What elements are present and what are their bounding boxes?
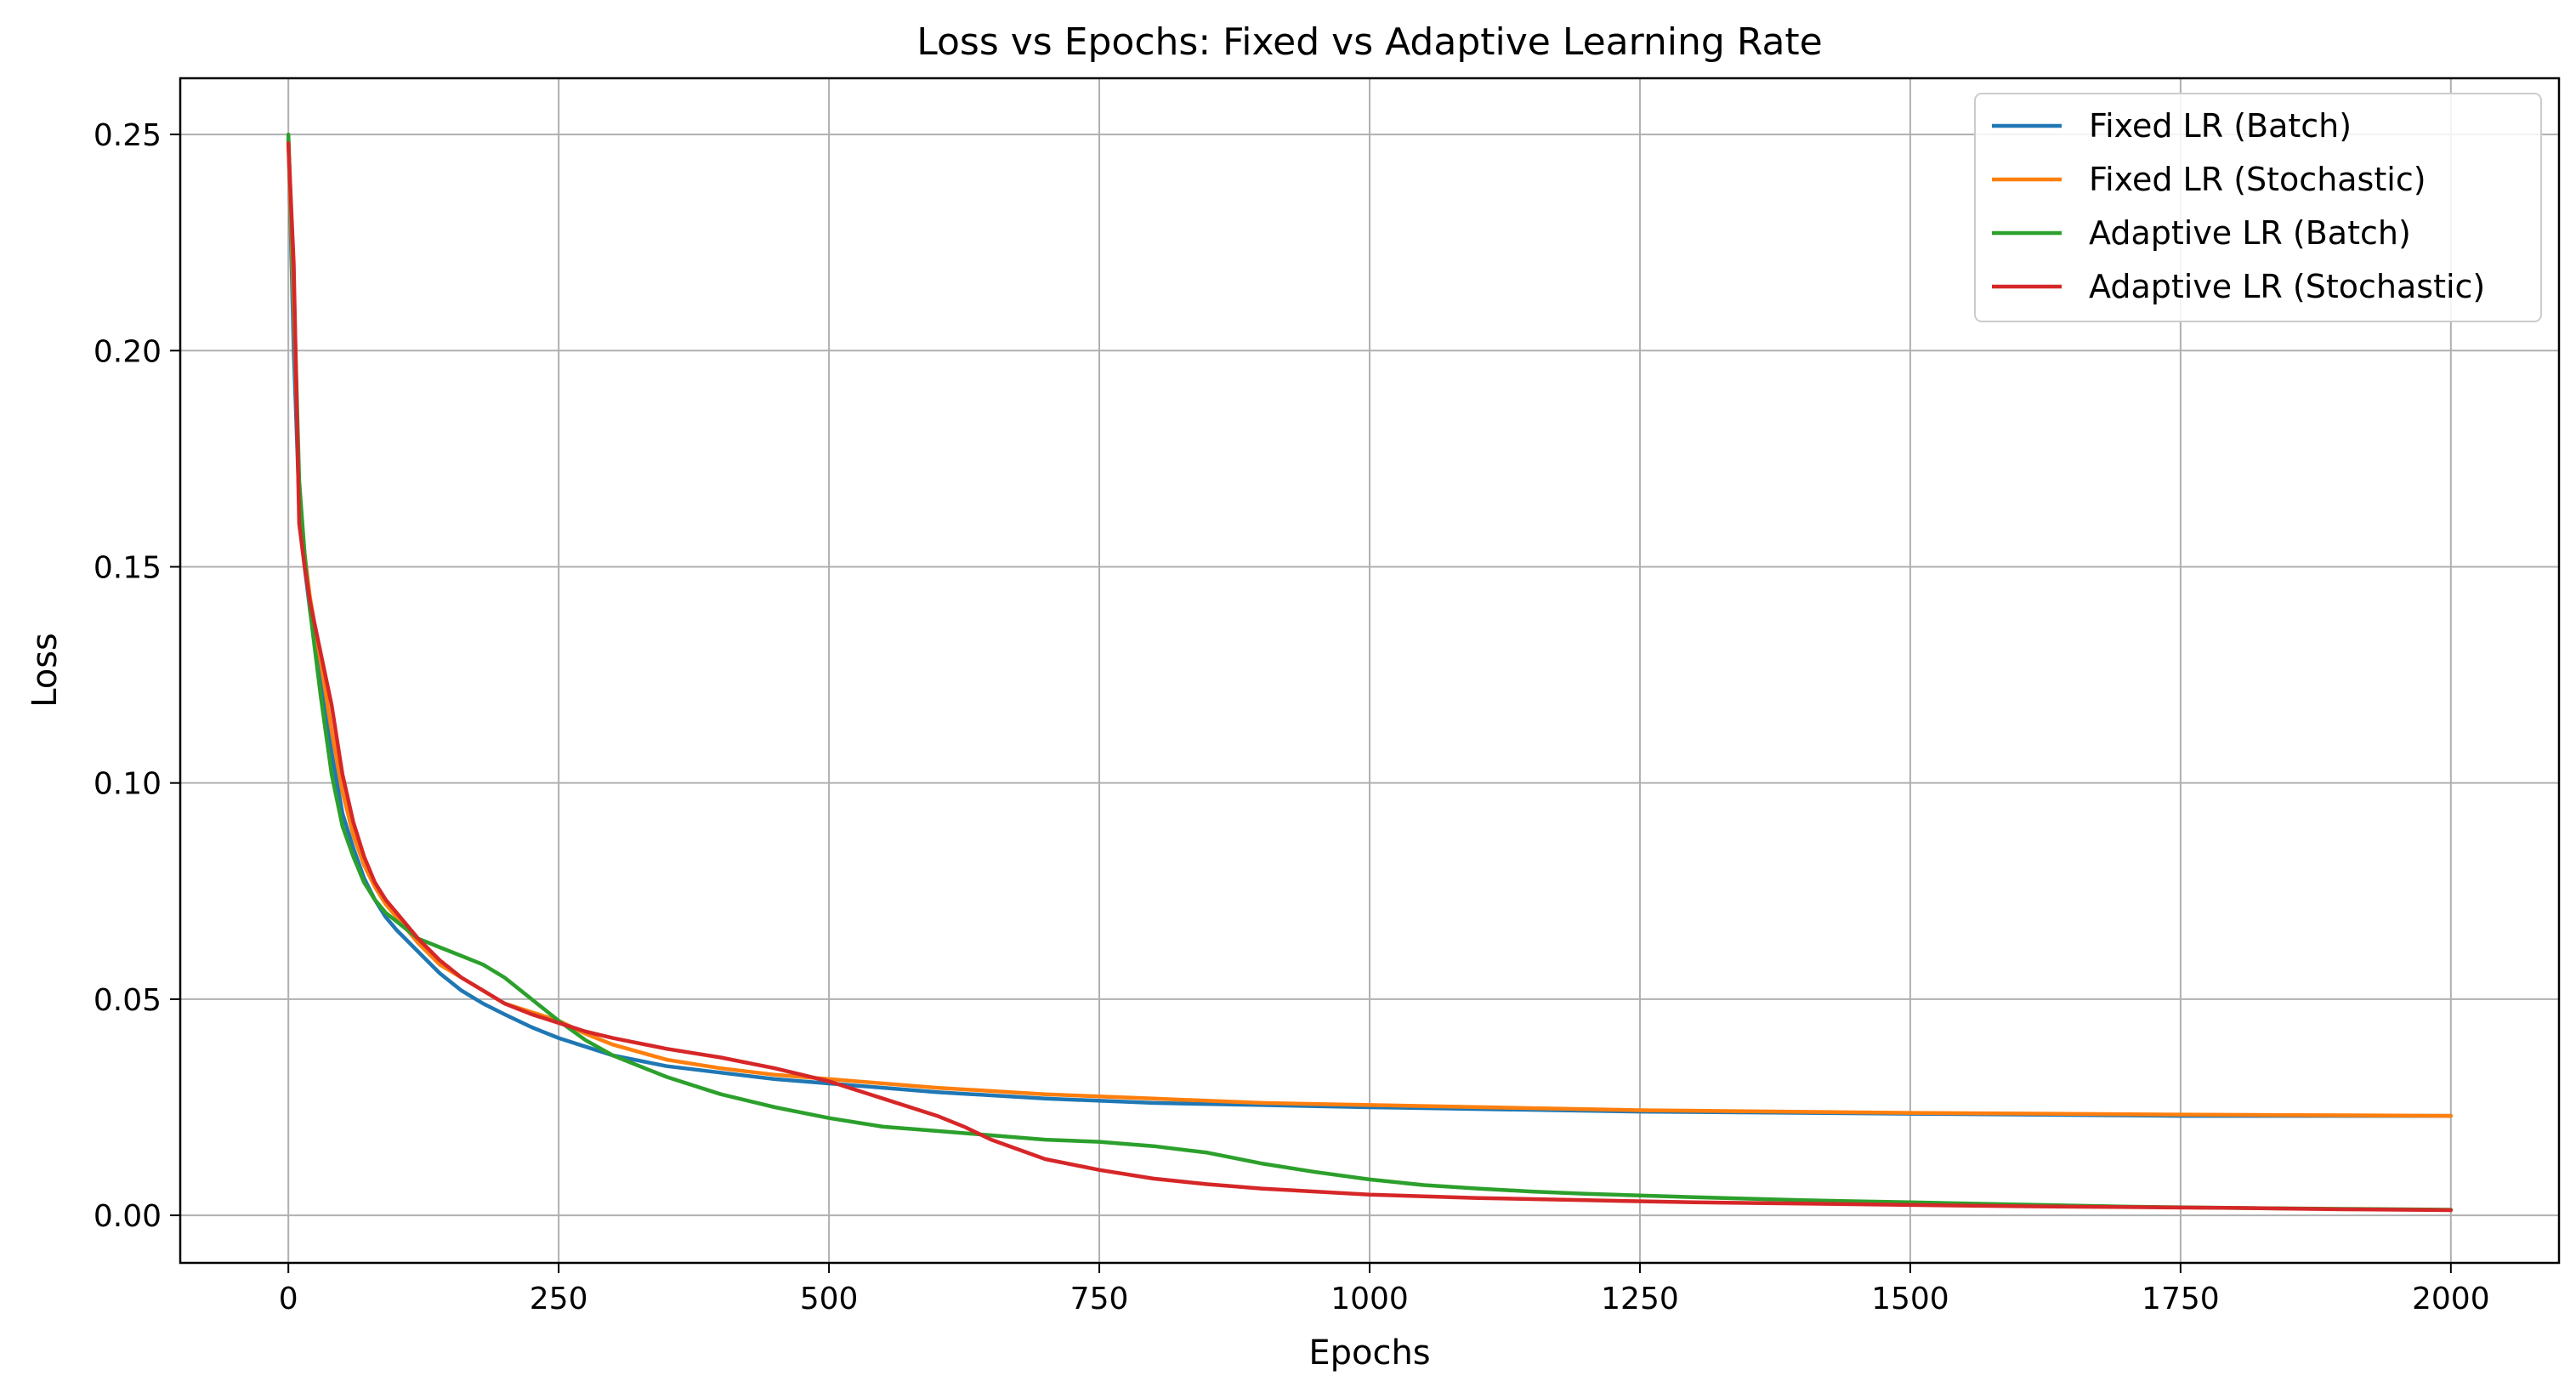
y-tick-label: 0.00 — [94, 1199, 162, 1234]
x-tick-label: 1250 — [1601, 1282, 1679, 1316]
x-axis: 0 250 500 750 1000 1250 1500 1750 2000 — [279, 1263, 2490, 1316]
x-tick-label: 1500 — [1871, 1282, 1949, 1316]
x-axis-label: Epochs — [1308, 1333, 1430, 1373]
legend-label-3: Adaptive LR (Batch) — [2089, 214, 2411, 252]
x-tick-label: 1750 — [2142, 1282, 2220, 1316]
series-line-3 — [286, 132, 2454, 1212]
y-tick-label: 0.05 — [94, 983, 162, 1018]
x-tick-label: 0 — [279, 1282, 298, 1316]
series-line-1 — [286, 136, 2454, 1118]
x-tick-label: 2000 — [2412, 1282, 2490, 1316]
y-tick-label: 0.10 — [94, 767, 162, 802]
chart-title: Loss vs Epochs: Fixed vs Adaptive Learni… — [916, 20, 1822, 64]
legend-label-4: Adaptive LR (Stochastic) — [2089, 268, 2485, 305]
x-tick-label: 1000 — [1331, 1282, 1409, 1316]
x-tick-label: 250 — [530, 1282, 588, 1316]
x-tick-label: 750 — [1070, 1282, 1129, 1316]
y-axis: 0.00 0.05 0.10 0.15 0.20 0.25 — [94, 118, 180, 1234]
y-tick-label: 0.25 — [94, 118, 162, 153]
series-group — [286, 132, 2454, 1213]
legend-label-1: Fixed LR (Batch) — [2089, 107, 2352, 145]
y-axis-label: Loss — [26, 633, 65, 708]
y-tick-label: 0.20 — [94, 334, 162, 369]
legend-box — [1974, 93, 2542, 322]
legend: Fixed LR (Batch) Fixed LR (Stochastic) Ada… — [1974, 93, 2542, 322]
x-tick-label: 500 — [800, 1282, 859, 1316]
series-line-4 — [286, 141, 2454, 1213]
y-tick-label: 0.15 — [94, 550, 162, 585]
legend-label-2: Fixed LR (Stochastic) — [2089, 161, 2426, 198]
